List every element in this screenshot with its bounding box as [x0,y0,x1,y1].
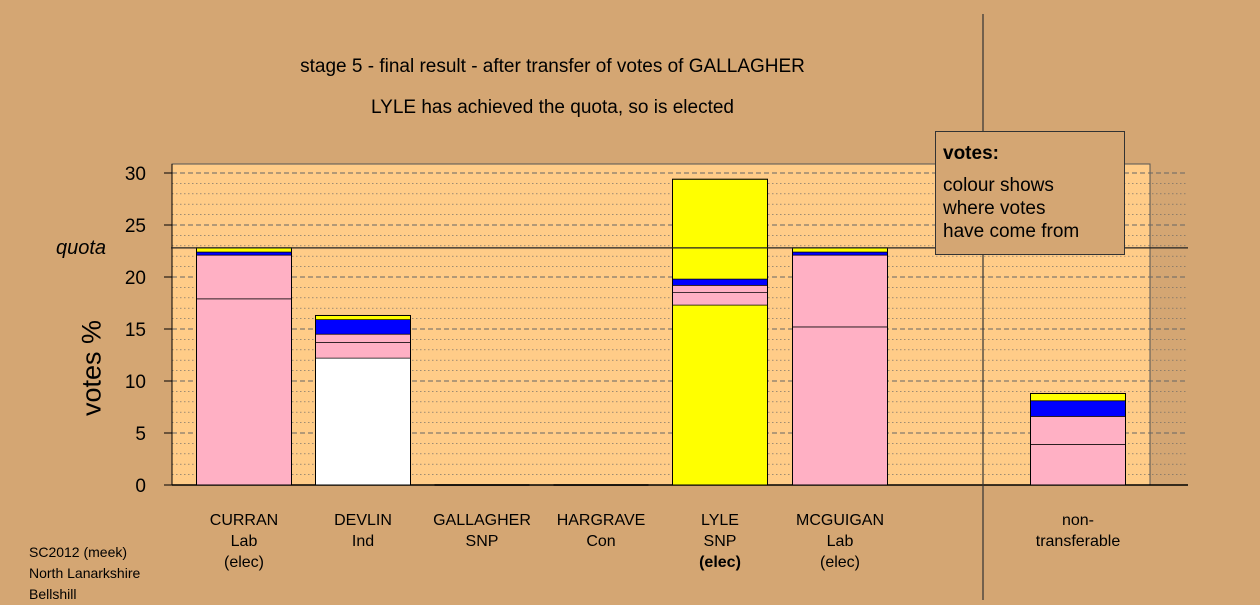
category-label-line: DEVLIN [334,512,392,529]
quota-label: quota [56,237,107,259]
category-label-line: GALLAGHER [433,512,531,529]
footer-line-2: North Lanarkshire [29,565,141,581]
category-label-line: SNP [465,533,499,550]
category-label-line: non- [1061,512,1095,529]
bar-devlin-segment [315,357,411,486]
footer-line-3: Bellshill [29,586,77,602]
category-label-mcguigan: MCGUIGAN Lab (elec) [775,510,905,573]
bar-devlin-segment [315,319,411,335]
bar-devlin-outline [315,314,411,486]
category-label-line: SNP [703,533,737,550]
bar-nontransferable-outline [1030,392,1126,486]
category-label-line: LYLE [701,512,739,529]
y-tick-label: 20 [125,268,146,289]
y-tick-label: 10 [125,372,146,393]
legend-text-2: where votes [943,198,1046,219]
category-label-hargrave: HARGRAVE Con [536,510,666,552]
category-label-line: Con [586,533,616,550]
chart-title: stage 5 - final result - after transfer … [300,56,805,77]
footer-line-1: SC2012 (meek) [29,544,128,560]
category-label-gallagher: GALLAGHER SNP [417,510,547,552]
bar-devlin-segment [315,315,411,320]
bar-nontransferable-segment [1030,444,1126,486]
category-label-line: Ind [351,533,375,550]
category-label-line: (elec) [699,554,741,571]
bar-devlin-segment [315,342,411,359]
bar-curran-segment [196,251,292,256]
bar-lyle-segment [672,178,768,280]
bar-mcguigan-segment [792,326,888,486]
bar-nontransferable-segment [1030,393,1126,402]
category-label-lyle: LYLE SNP (elec) [655,510,785,573]
bar-lyle-segment [672,304,768,486]
y-tick-label: 15 [125,320,146,341]
bar-mcguigan-segment [792,254,888,328]
bar-nontransferable-segment [1030,400,1126,417]
category-label-line: (elec) [819,554,860,571]
bar-lyle-outline [672,178,768,486]
category-label-line: (elec) [223,554,264,571]
legend-heading: votes: [943,143,999,164]
bar-lyle-segment [672,292,768,306]
y-tick-label: 25 [125,216,146,237]
legend: votes: colour shows where votes have com… [935,131,1125,255]
bar-devlin-segment [315,333,411,343]
legend-text-3: have come from [943,221,1080,242]
category-label-nontransferable: non-transferable [1013,510,1143,552]
category-label-line: transferable [1035,533,1121,550]
category-label-line: Lab [826,533,854,550]
category-label-line: CURRAN [209,512,279,529]
y-tick-label: 30 [125,164,146,185]
bar-curran-segment [196,298,292,486]
category-label-line: MCGUIGAN [796,512,884,529]
category-label-devlin: DEVLIN Ind [298,510,428,552]
y-tick-label: 0 [135,476,146,497]
bar-curran-segment [196,254,292,300]
y-axis-label: votes % [76,319,107,417]
chart-subtitle: LYLE has achieved the quota, so is elect… [370,97,734,118]
bar-lyle-segment [672,278,768,286]
footer: SC2012 (meek) North Lanarkshire Bellshil… [29,542,140,605]
category-label-line: Lab [230,533,258,550]
bar-nontransferable-segment [1030,416,1126,445]
legend-text-1: colour shows [943,175,1054,196]
bar-lyle-segment [672,284,768,293]
bar-mcguigan-segment [792,251,888,256]
y-tick-label: 5 [135,424,146,445]
category-label-line: HARGRAVE [556,512,646,529]
category-label-curran: CURRAN Lab (elec) [179,510,309,573]
